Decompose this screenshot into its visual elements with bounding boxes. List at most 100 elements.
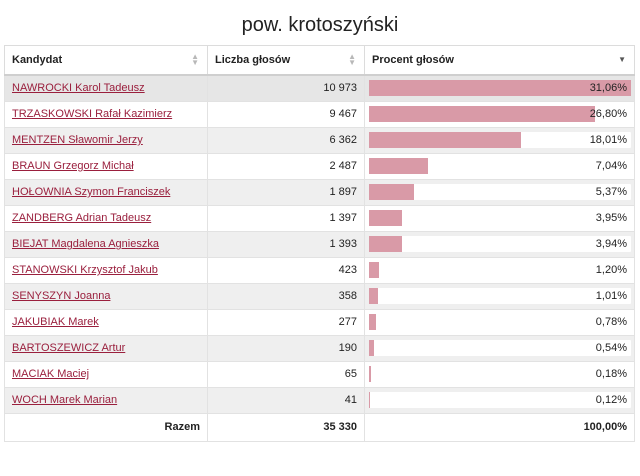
percent-bar <box>369 236 403 252</box>
votes-cell: 2 487 <box>207 152 365 180</box>
table-row: BIEJAT Magdalena Agnieszka 1 393 3,94% <box>4 230 635 258</box>
candidate-cell: STANOWSKI Krzysztof Jakub <box>4 256 208 284</box>
percent-cell: 0,54% <box>364 334 635 362</box>
percent-cell: 1,01% <box>364 282 635 310</box>
candidate-link[interactable]: ZANDBERG Adrian Tadeusz <box>12 212 152 224</box>
table-row: JAKUBIAK Marek 277 0,78% <box>4 308 635 336</box>
table-row: BARTOSZEWICZ Artur 190 0,54% <box>4 334 635 362</box>
votes-cell: 423 <box>207 256 365 284</box>
candidate-link[interactable]: BRAUN Grzegorz Michał <box>12 160 134 172</box>
percent-cell: 3,95% <box>364 204 635 232</box>
percent-cell: 26,80% <box>364 100 635 128</box>
candidate-cell: BIEJAT Magdalena Agnieszka <box>4 230 208 258</box>
percent-bar <box>369 392 370 408</box>
percent-bar <box>369 80 631 97</box>
total-votes: 35 330 <box>207 412 365 442</box>
votes-cell: 1 897 <box>207 178 365 206</box>
candidate-link[interactable]: BARTOSZEWICZ Artur <box>12 342 126 354</box>
percent-bar-track: 5,37% <box>369 184 631 200</box>
percent-value: 3,94% <box>595 238 627 250</box>
candidate-link[interactable]: SENYSZYN Joanna <box>12 290 111 302</box>
total-percent: 100,00% <box>364 412 635 442</box>
percent-value: 0,12% <box>595 394 627 406</box>
votes-cell: 1 393 <box>207 230 365 258</box>
percent-bar-background <box>369 288 631 304</box>
percent-bar-background <box>369 236 631 252</box>
table-row: WOCH Marek Marian 41 0,12% <box>4 386 635 414</box>
percent-bar <box>369 288 378 304</box>
percent-bar <box>369 106 596 122</box>
candidate-link[interactable]: HOŁOWNIA Szymon Franciszek <box>12 186 171 198</box>
percent-bar <box>369 158 429 174</box>
table-header-row: Kandydat ▲ ▼ Liczba głosów ▲ ▼ Procent gło… <box>4 45 635 76</box>
percent-cell: 0,12% <box>364 386 635 414</box>
percent-bar-track: 1,20% <box>369 262 631 278</box>
page-title: pow. krotoszyński <box>241 14 399 36</box>
percent-bar-track: 26,80% <box>369 106 631 122</box>
percent-bar-background <box>369 314 631 330</box>
votes-cell: 358 <box>207 282 365 310</box>
percent-bar-background <box>369 340 631 356</box>
percent-bar-track: 0,78% <box>369 314 631 330</box>
percent-bar-background <box>369 366 631 382</box>
percent-bar-track: 18,01% <box>369 132 631 148</box>
candidate-cell: JAKUBIAK Marek <box>4 308 208 336</box>
percent-bar-track: 3,95% <box>369 210 631 226</box>
percent-cell: 3,94% <box>364 230 635 258</box>
table-row: MENTZEN Sławomir Jerzy 6 362 18,01% <box>4 126 635 154</box>
percent-cell: 31,06% <box>364 74 635 102</box>
candidate-cell: MENTZEN Sławomir Jerzy <box>4 126 208 154</box>
percent-bar-track: 0,18% <box>369 366 631 382</box>
candidate-link[interactable]: MACIAK Maciej <box>12 368 90 380</box>
candidate-link[interactable]: MENTZEN Sławomir Jerzy <box>12 134 143 146</box>
total-label: Razem <box>4 412 208 442</box>
percent-bar-background <box>369 158 631 174</box>
table-row: MACIAK Maciej 65 0,18% <box>4 360 635 388</box>
candidate-cell: BRAUN Grzegorz Michał <box>4 152 208 180</box>
candidate-link[interactable]: NAWROCKI Karol Tadeusz <box>12 82 145 95</box>
candidate-link[interactable]: TRZASKOWSKI Rafał Kazimierz <box>12 108 173 120</box>
percent-value: 1,01% <box>595 290 627 302</box>
candidate-link[interactable]: BIEJAT Magdalena Agnieszka <box>12 238 159 250</box>
candidate-link[interactable]: WOCH Marek Marian <box>12 394 118 406</box>
percent-bar <box>369 366 371 382</box>
percent-value: 31,06% <box>589 82 627 95</box>
percent-bar <box>369 314 376 330</box>
percent-bar-background <box>369 392 631 408</box>
percent-bar-track: 0,12% <box>369 392 631 408</box>
votes-cell: 190 <box>207 334 365 362</box>
candidate-cell: NAWROCKI Karol Tadeusz <box>4 74 208 102</box>
column-header-votes[interactable]: Liczba głosów ▲ ▼ <box>207 45 365 76</box>
column-header-label: Procent głosów <box>372 54 454 66</box>
percent-bar <box>369 340 374 356</box>
percent-value: 0,78% <box>595 316 627 328</box>
table-row: STANOWSKI Krzysztof Jakub 423 1,20% <box>4 256 635 284</box>
percent-value: 0,18% <box>595 368 627 380</box>
column-header-percent[interactable]: Procent głosów ▼ <box>364 45 635 76</box>
percent-value: 5,37% <box>595 186 627 198</box>
candidate-cell: TRZASKOWSKI Rafał Kazimierz <box>4 100 208 128</box>
candidate-link[interactable]: JAKUBIAK Marek <box>12 316 99 328</box>
percent-bar <box>369 132 521 148</box>
column-header-candidate[interactable]: Kandydat ▲ ▼ <box>4 45 208 76</box>
sort-desc-icon: ▼ <box>618 55 626 64</box>
results-table: Kandydat ▲ ▼ Liczba głosów ▲ ▼ Procent gło… <box>4 45 635 442</box>
table-row: NAWROCKI Karol Tadeusz 10 973 31,06% <box>4 74 635 102</box>
percent-bar-track: 0,54% <box>369 340 631 356</box>
votes-cell: 9 467 <box>207 100 365 128</box>
percent-bar-background <box>369 210 631 226</box>
column-header-label: Liczba głosów <box>215 54 291 66</box>
percent-cell: 0,18% <box>364 360 635 388</box>
percent-bar-background <box>369 262 631 278</box>
percent-cell: 18,01% <box>364 126 635 154</box>
percent-bar-track: 3,94% <box>369 236 631 252</box>
percent-value: 26,80% <box>589 108 627 120</box>
candidate-link[interactable]: STANOWSKI Krzysztof Jakub <box>12 264 158 276</box>
percent-value: 3,95% <box>595 212 627 224</box>
percent-bar <box>369 184 415 200</box>
percent-bar-track: 31,06% <box>369 80 631 97</box>
percent-cell: 5,37% <box>364 178 635 206</box>
percent-value: 7,04% <box>595 160 627 172</box>
percent-value: 1,20% <box>595 264 627 276</box>
percent-cell: 7,04% <box>364 152 635 180</box>
